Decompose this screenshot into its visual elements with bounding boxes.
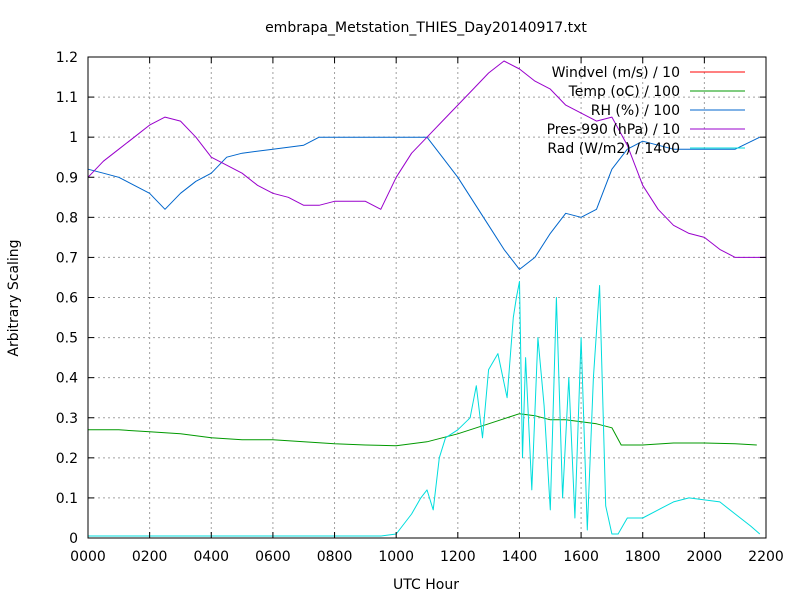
- legend-label-3: Pres-990 (hPa) / 10: [547, 122, 680, 138]
- y-tick-label: 0.3: [56, 411, 78, 427]
- y-axis-label: Arbitrary Scaling: [6, 239, 22, 356]
- y-tick-label: 0.4: [56, 371, 78, 387]
- y-tick-label: 0.1: [56, 491, 78, 507]
- legend: Windvel (m/s) / 10 Temp (oC) / 100 RH (%) …: [547, 65, 745, 157]
- series-line-3: [87, 60, 766, 258]
- legend-label-2: RH (%) / 100: [591, 103, 680, 119]
- grid: [88, 57, 766, 538]
- x-tick-label: 2200: [748, 549, 784, 565]
- x-tick-label: 1000: [378, 549, 414, 565]
- y-tick-label: 1: [69, 130, 78, 146]
- y-tick-label: 0.8: [56, 210, 78, 226]
- x-tick-label: 1800: [625, 549, 661, 565]
- series-line-2: [87, 136, 761, 270]
- y-tick-label: 0.5: [56, 331, 78, 347]
- x-tick-label: 0000: [70, 549, 106, 565]
- y-tick-label: 1.1: [56, 90, 78, 106]
- series-line-4: [88, 281, 761, 537]
- x-tick-label: 0200: [132, 549, 168, 565]
- y-tick-label: 0: [69, 531, 78, 547]
- x-axis-label: UTC Hour: [393, 577, 459, 593]
- x-tick-label: 2000: [687, 549, 723, 565]
- y-tick-label: 1.2: [56, 50, 78, 66]
- x-tick-label: 0400: [193, 549, 229, 565]
- y-tick-label: 0.7: [56, 250, 78, 266]
- series-layer: [87, 60, 766, 537]
- x-tick-label: 0800: [317, 549, 353, 565]
- x-tick-label: 0600: [255, 549, 291, 565]
- y-tick-label: 0.2: [56, 451, 78, 467]
- legend-label-4: Rad (W/m2) / 1400: [547, 141, 680, 157]
- x-axis: 0000 0200 0400 0600 0800 1000 1200 1400 1600 1800…: [70, 57, 784, 565]
- x-tick-label: 1400: [502, 549, 538, 565]
- chart-title: embrapa_Metstation_THIES_Day20140917.txt: [265, 20, 587, 36]
- y-axis: 0 0.1 0.2 0.3 0.4 0.5 0.6 0.7 0.8 0.9 1 1.1 1.2: [56, 50, 766, 547]
- y-tick-label: 0.6: [56, 291, 78, 307]
- legend-label-0: Windvel (m/s) / 10: [552, 65, 680, 81]
- y-tick-label: 0.9: [56, 170, 78, 186]
- legend-label-1: Temp (oC) / 100: [568, 84, 680, 100]
- x-tick-label: 1600: [563, 549, 599, 565]
- series-line-1: [88, 413, 757, 447]
- x-tick-label: 1200: [440, 549, 476, 565]
